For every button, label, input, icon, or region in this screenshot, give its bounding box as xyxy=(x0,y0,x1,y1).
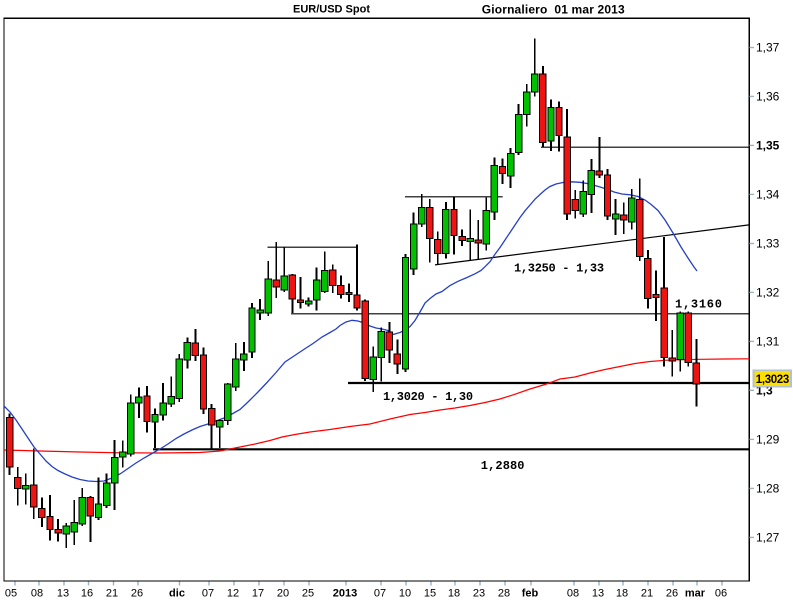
svg-text:1,31: 1,31 xyxy=(756,335,780,349)
svg-text:1,3023: 1,3023 xyxy=(756,374,789,386)
svg-text:26: 26 xyxy=(131,588,143,600)
svg-text:13: 13 xyxy=(57,588,69,600)
svg-text:10: 10 xyxy=(399,588,411,600)
svg-text:12: 12 xyxy=(227,588,239,600)
svg-text:mar: mar xyxy=(685,588,706,600)
svg-text:05: 05 xyxy=(5,588,17,600)
svg-text:2013: 2013 xyxy=(333,588,357,600)
svg-text:Giornaliero 01 mar 2013: Giornaliero 01 mar 2013 xyxy=(482,3,625,17)
svg-text:06: 06 xyxy=(715,588,727,600)
svg-text:1,29: 1,29 xyxy=(756,433,780,447)
svg-text:21: 21 xyxy=(106,588,118,600)
svg-text:1,37: 1,37 xyxy=(756,41,780,55)
svg-text:08: 08 xyxy=(567,588,579,600)
svg-text:08: 08 xyxy=(31,588,43,600)
svg-text:23: 23 xyxy=(473,588,485,600)
svg-text:1,33: 1,33 xyxy=(756,237,780,251)
svg-text:18: 18 xyxy=(616,588,628,600)
svg-text:1,34: 1,34 xyxy=(756,188,780,202)
svg-text:1,3250 - 1,33: 1,3250 - 1,33 xyxy=(514,262,604,276)
svg-text:1,35: 1,35 xyxy=(756,139,780,153)
svg-text:1,28: 1,28 xyxy=(756,482,780,496)
svg-text:26: 26 xyxy=(666,588,678,600)
svg-text:dic: dic xyxy=(169,588,185,600)
svg-text:1,2880: 1,2880 xyxy=(481,459,525,473)
svg-text:1,36: 1,36 xyxy=(756,90,780,104)
svg-text:28: 28 xyxy=(498,588,510,600)
svg-text:18: 18 xyxy=(448,588,460,600)
svg-text:21: 21 xyxy=(641,588,653,600)
svg-text:15: 15 xyxy=(424,588,436,600)
svg-text:17: 17 xyxy=(252,588,264,600)
svg-text:1,3160: 1,3160 xyxy=(675,297,723,311)
svg-text:13: 13 xyxy=(592,588,604,600)
svg-text:07: 07 xyxy=(202,588,214,600)
svg-text:feb: feb xyxy=(522,588,539,600)
svg-text:16: 16 xyxy=(81,588,93,600)
svg-text:EUR/USD Spot: EUR/USD Spot xyxy=(293,4,370,16)
svg-text:1,3020 - 1,30: 1,3020 - 1,30 xyxy=(383,390,473,404)
svg-text:20: 20 xyxy=(277,588,289,600)
svg-text:25: 25 xyxy=(302,588,314,600)
svg-text:1,32: 1,32 xyxy=(756,286,780,300)
svg-text:07: 07 xyxy=(374,588,386,600)
svg-text:1,27: 1,27 xyxy=(756,531,780,545)
